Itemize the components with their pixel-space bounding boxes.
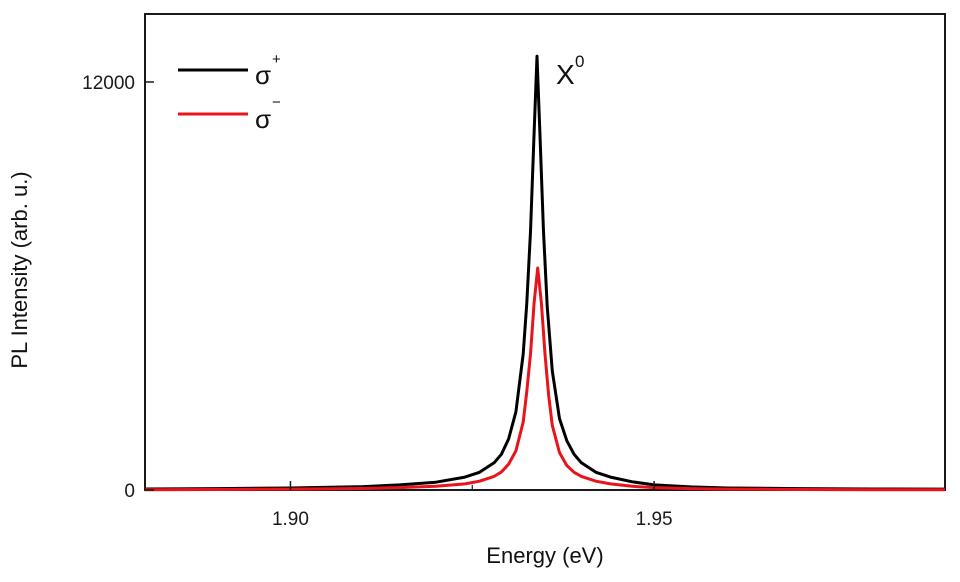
x-tick-label: 1.90 xyxy=(272,509,309,530)
series-line-sigma-minus xyxy=(144,266,945,492)
legend-label-sigma-minus: σ xyxy=(255,104,271,134)
annotation-x0-sup: 0 xyxy=(575,52,584,71)
peak-annotation: X 0 xyxy=(556,52,584,90)
x-tick-label: 1.95 xyxy=(636,509,673,530)
series-layer xyxy=(144,54,946,492)
y-tick-label: 12000 xyxy=(82,73,135,94)
legend-sup-sigma-plus: + xyxy=(272,51,281,68)
legend: σ + σ − xyxy=(178,51,281,134)
legend-sup-sigma-minus: − xyxy=(272,94,281,111)
series-line-sigma-plus xyxy=(144,54,946,491)
legend-label-sigma-plus: σ xyxy=(255,60,271,90)
x-axis-title: Energy (eV) xyxy=(486,543,603,568)
axes-layer: 1.90 1.95 0 12000 xyxy=(82,73,672,530)
y-tick-label: 0 xyxy=(124,481,135,502)
annotation-x0: X xyxy=(556,59,575,90)
y-axis-title: PL Intensity (arb. u.) xyxy=(7,171,32,368)
